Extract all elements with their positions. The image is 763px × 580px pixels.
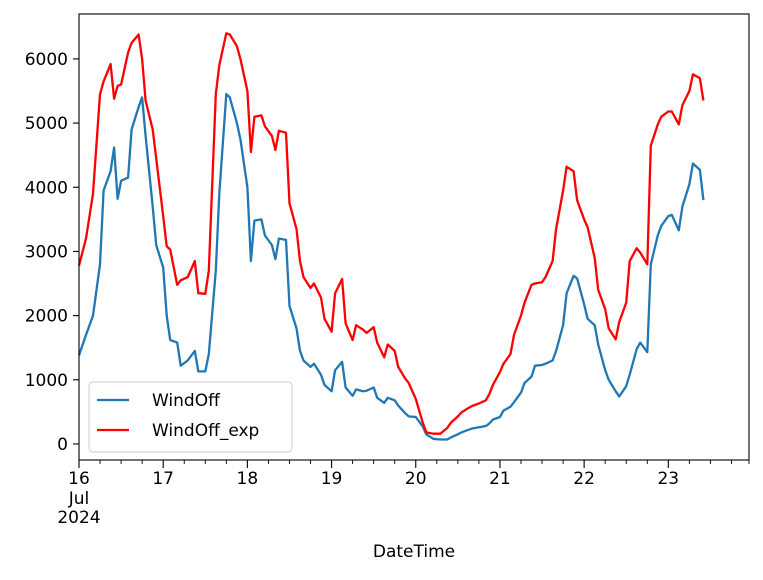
x-tick-label: 16 (68, 469, 90, 489)
legend-label: WindOff (152, 391, 221, 411)
y-tick-label: 5000 (25, 114, 68, 134)
x-tick-label: 22 (573, 469, 595, 489)
x-axis-label: DateTime (373, 542, 455, 562)
x-tick-label: 19 (321, 469, 343, 489)
x-tick-label: 18 (237, 469, 259, 489)
y-tick-label: 2000 (25, 307, 68, 327)
x-tick-sublabel: 2024 (57, 508, 100, 528)
y-tick-label: 3000 (25, 242, 68, 262)
x-tick-label: 21 (489, 469, 511, 489)
y-tick-label: 6000 (25, 50, 68, 70)
legend: WindOff WindOff_exp (88, 381, 293, 453)
y-tick-label: 1000 (25, 371, 68, 391)
x-tick-label: 20 (405, 469, 427, 489)
x-tick-label: 23 (657, 469, 679, 489)
legend-box (88, 381, 293, 453)
legend-label: WindOff_exp (152, 421, 259, 441)
y-tick-label: 0 (57, 435, 68, 455)
y-tick-label: 4000 (25, 178, 68, 198)
x-tick-label: 17 (152, 469, 174, 489)
y-axis: 0 1000 2000 3000 4000 5000 6000 (25, 50, 79, 455)
series-line-0 (77, 93, 705, 441)
plot-lines (77, 32, 705, 441)
x-tick-sublabel: Jul (68, 489, 90, 509)
series-line-1 (77, 32, 705, 435)
axes-frame (78, 13, 750, 461)
